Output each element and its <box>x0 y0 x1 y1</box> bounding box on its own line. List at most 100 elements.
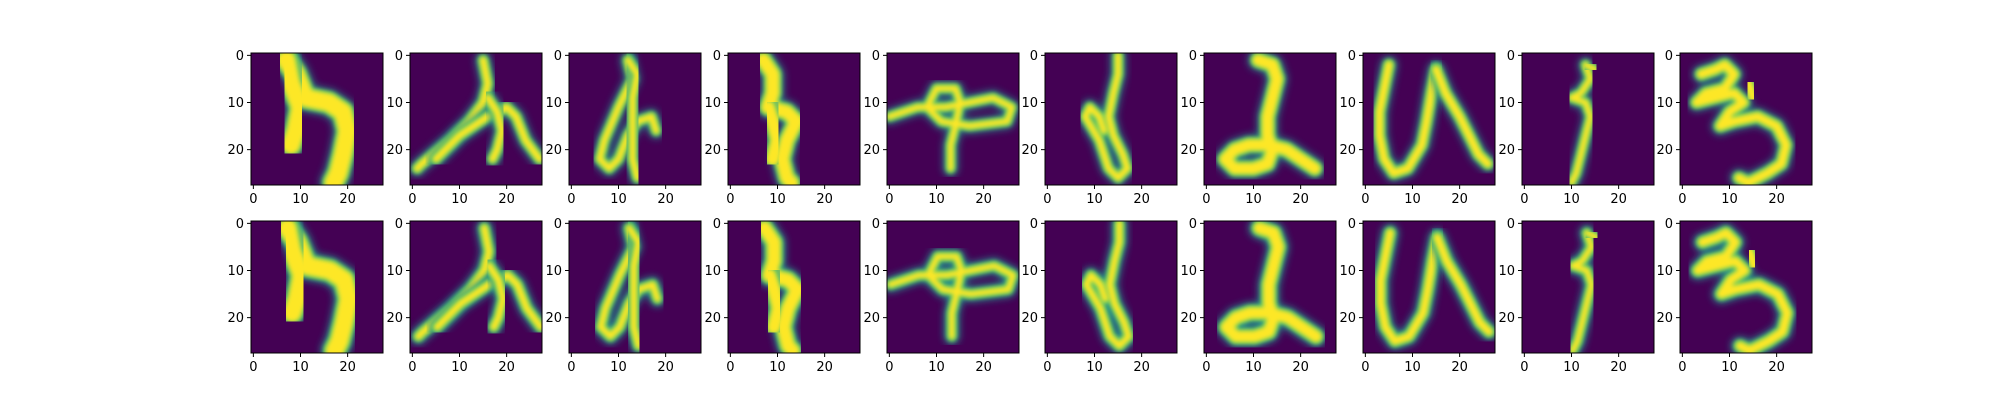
x-tick-label: 0 <box>1361 360 1369 375</box>
x-tick-label: 10 <box>928 360 945 375</box>
y-tick-label: 0 <box>713 49 721 64</box>
y-tick-label: 20 <box>1339 143 1356 158</box>
y-tick-label: 20 <box>386 311 403 326</box>
x-tick-label: 20 <box>339 192 356 207</box>
glyph-strokes <box>272 53 362 185</box>
glyph-stroke <box>1693 228 1792 353</box>
glyph-strokes <box>1563 57 1603 185</box>
glyph-strokes <box>273 221 363 353</box>
glyph-stroke <box>278 221 311 322</box>
glyph-stroke <box>1744 79 1758 103</box>
x-tick-label: 0 <box>1520 192 1528 207</box>
y-tick-label: 10 <box>1180 96 1197 111</box>
glyph-stroke <box>1433 233 1493 336</box>
glyph-stroke <box>433 271 542 331</box>
glyph-strokes <box>752 53 808 185</box>
y-tick-label: 0 <box>1507 49 1515 64</box>
x-tick-label: 10 <box>1721 360 1738 375</box>
y-tick-label: 20 <box>1021 143 1038 158</box>
glyph-strokes <box>1077 53 1136 185</box>
image-panel-r1-c6: 0 10 20 0 10 20 <box>1180 217 1337 375</box>
y-tick-label: 10 <box>1339 264 1356 279</box>
glyph-stroke <box>1219 54 1321 175</box>
axes-frame <box>727 220 861 354</box>
axes-frame <box>1521 52 1655 186</box>
image-panel-r1-c7: 0 10 20 0 10 20 <box>1339 217 1496 375</box>
glyph-stroke <box>1375 61 1440 177</box>
x-tick-label: 0 <box>885 360 893 375</box>
y-tick-label: 0 <box>554 217 562 232</box>
glyph-stroke <box>1220 222 1322 343</box>
y-tick-label: 10 <box>704 264 721 279</box>
y-tick-label: 10 <box>386 96 403 111</box>
x-tick-label: 20 <box>1451 360 1468 375</box>
axes-frame <box>1044 220 1178 354</box>
image-panel-r0-c3: 0 10 20 0 10 20 <box>704 49 861 207</box>
y-tick-label: 0 <box>872 217 880 232</box>
x-tick-label: 10 <box>1404 192 1421 207</box>
y-tick-label: 10 <box>1180 264 1197 279</box>
y-tick-label: 20 <box>1180 311 1197 326</box>
y-tick-label: 10 <box>1021 96 1038 111</box>
y-tick-label: 20 <box>863 311 880 326</box>
axes-frame <box>568 52 702 186</box>
y-tick-label: 0 <box>1189 49 1197 64</box>
x-tick-label: 10 <box>769 360 786 375</box>
glyph-stroke <box>761 100 785 166</box>
y-tick-label: 0 <box>872 49 880 64</box>
image-panel-r1-c4: 0 10 20 0 10 20 <box>863 217 1020 375</box>
y-tick-label: 0 <box>1507 217 1515 232</box>
x-tick-label: 20 <box>816 360 833 375</box>
x-tick-label: 20 <box>339 360 356 375</box>
y-tick-label: 0 <box>1030 49 1038 64</box>
axes-frame <box>1362 52 1496 186</box>
x-tick-label: 10 <box>451 360 468 375</box>
axes-frame <box>1521 220 1655 354</box>
y-tick-label: 0 <box>236 49 244 64</box>
x-tick-label: 0 <box>726 360 734 375</box>
axes-frame <box>1679 52 1813 186</box>
glyph-strokes <box>1078 221 1137 353</box>
image-panel-r0-c8: 0 10 20 0 10 20 <box>1498 49 1655 207</box>
y-tick-label: 10 <box>1498 96 1515 111</box>
x-tick-label: 20 <box>498 360 515 375</box>
x-tick-label: 10 <box>610 192 627 207</box>
glyph-stroke <box>1692 60 1791 185</box>
y-tick-label: 0 <box>236 217 244 232</box>
x-tick-label: 20 <box>975 360 992 375</box>
y-tick-label: 10 <box>1656 264 1673 279</box>
x-tick-label: 20 <box>1768 360 1785 375</box>
glyph-strokes <box>1216 221 1327 347</box>
x-tick-label: 0 <box>567 192 575 207</box>
y-tick-label: 20 <box>704 311 721 326</box>
glyph-stroke <box>1083 221 1132 349</box>
x-tick-label: 20 <box>816 192 833 207</box>
glyph-stroke <box>1432 65 1492 168</box>
y-tick-label: 20 <box>704 143 721 158</box>
x-tick-label: 20 <box>657 192 674 207</box>
y-tick-label: 20 <box>1656 311 1673 326</box>
glyph-strokes <box>1372 224 1495 350</box>
image-panel-r0-c1: 0 10 20 0 10 20 <box>386 49 543 207</box>
glyph-stroke <box>756 53 803 185</box>
y-tick-label: 20 <box>1021 311 1038 326</box>
x-tick-label: 0 <box>885 192 893 207</box>
glyph-stroke <box>1082 53 1131 181</box>
glyph-stroke <box>1568 61 1594 185</box>
y-tick-label: 10 <box>386 264 403 279</box>
y-tick-label: 0 <box>395 217 403 232</box>
x-tick-label: 0 <box>408 192 416 207</box>
y-tick-label: 20 <box>1180 143 1197 158</box>
y-tick-label: 0 <box>1665 217 1673 232</box>
x-tick-label: 10 <box>1404 360 1421 375</box>
y-tick-label: 20 <box>863 143 880 158</box>
glyph-stroke <box>624 57 641 181</box>
x-tick-label: 10 <box>1245 360 1262 375</box>
y-tick-label: 10 <box>704 96 721 111</box>
y-tick-label: 10 <box>863 96 880 111</box>
glyph-stroke <box>597 225 661 340</box>
x-tick-label: 0 <box>1678 360 1686 375</box>
x-tick-label: 10 <box>1245 192 1262 207</box>
axes-frame <box>568 220 702 354</box>
glyph-strokes <box>593 221 666 353</box>
